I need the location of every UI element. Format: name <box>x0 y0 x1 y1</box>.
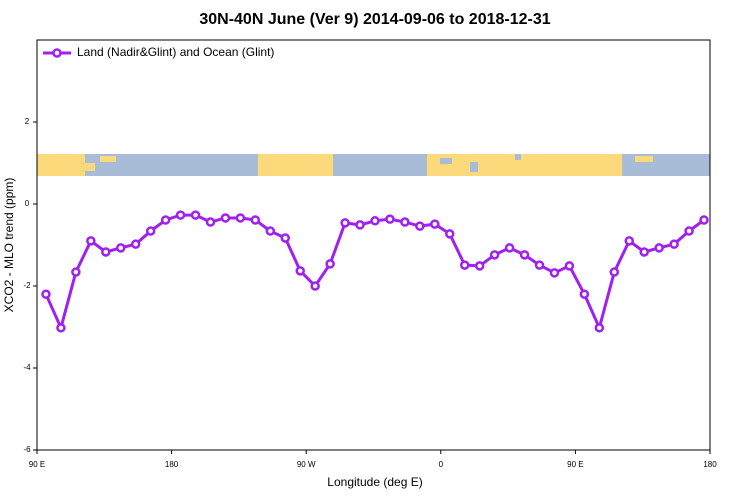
data-point <box>56 323 66 333</box>
data-point <box>609 267 620 277</box>
y-tick-label: -2 <box>23 281 31 290</box>
data-point <box>86 236 96 246</box>
data-point <box>534 260 545 270</box>
legend-marker <box>52 48 62 58</box>
data-point <box>205 217 216 227</box>
data-point <box>220 213 231 223</box>
data-point <box>370 216 380 226</box>
data-point <box>71 267 81 277</box>
data-point <box>175 210 186 220</box>
y-tick-label: -6 <box>23 445 31 454</box>
legend-label: Land (Nadir&Glint) and Ocean (Glint) <box>77 45 274 59</box>
data-point <box>684 226 694 236</box>
x-axis-title: Longitude (deg E) <box>327 475 422 489</box>
data-point <box>145 226 156 236</box>
x-tick-label: 90 E <box>29 460 45 469</box>
data-point <box>101 247 111 257</box>
y-tick-label: 2 <box>25 117 30 126</box>
y-tick-label: 0 <box>25 199 30 208</box>
data-point <box>160 215 171 225</box>
data-point <box>459 260 470 270</box>
data-point <box>564 261 575 271</box>
data-point <box>340 218 350 228</box>
y-tick-label: -4 <box>23 363 31 372</box>
data-point <box>235 213 246 223</box>
data-point <box>654 243 664 253</box>
data-point <box>130 239 141 249</box>
data-point <box>325 259 335 269</box>
data-point <box>250 215 261 225</box>
data-point <box>310 281 320 291</box>
data-point <box>445 229 455 239</box>
plot-frame <box>36 39 711 451</box>
map-strip <box>37 154 710 176</box>
data-point <box>624 236 634 246</box>
data-point <box>190 210 201 220</box>
data-point <box>489 250 500 260</box>
data-point <box>265 226 276 236</box>
data-point <box>400 217 410 227</box>
data-point <box>116 243 126 253</box>
data-point <box>355 220 365 230</box>
x-tick-label: 90 W <box>297 460 316 469</box>
chart-title: 30N-40N June (Ver 9) 2014-09-06 to 2018-… <box>199 11 550 28</box>
data-point <box>280 233 291 243</box>
data-point <box>669 239 679 249</box>
data-point <box>430 219 440 229</box>
data-point <box>385 214 395 224</box>
data-point <box>594 323 605 333</box>
data-point <box>295 266 305 276</box>
data-point <box>699 215 709 225</box>
x-tick-label: 180 <box>703 460 717 469</box>
data-point <box>639 247 649 257</box>
data-point <box>415 221 425 231</box>
data-point <box>41 289 51 299</box>
y-axis-title: XCO2 - MLO trend (ppm) <box>2 178 16 313</box>
x-tick-label: 0 <box>439 460 444 469</box>
series-line <box>44 213 705 333</box>
data-point <box>579 289 590 299</box>
data-point <box>474 261 485 271</box>
data-point <box>504 243 515 253</box>
data-point <box>519 250 530 260</box>
x-tick-label: 90 E <box>567 460 583 469</box>
data-point <box>549 268 560 278</box>
x-tick-label: 180 <box>165 460 179 469</box>
